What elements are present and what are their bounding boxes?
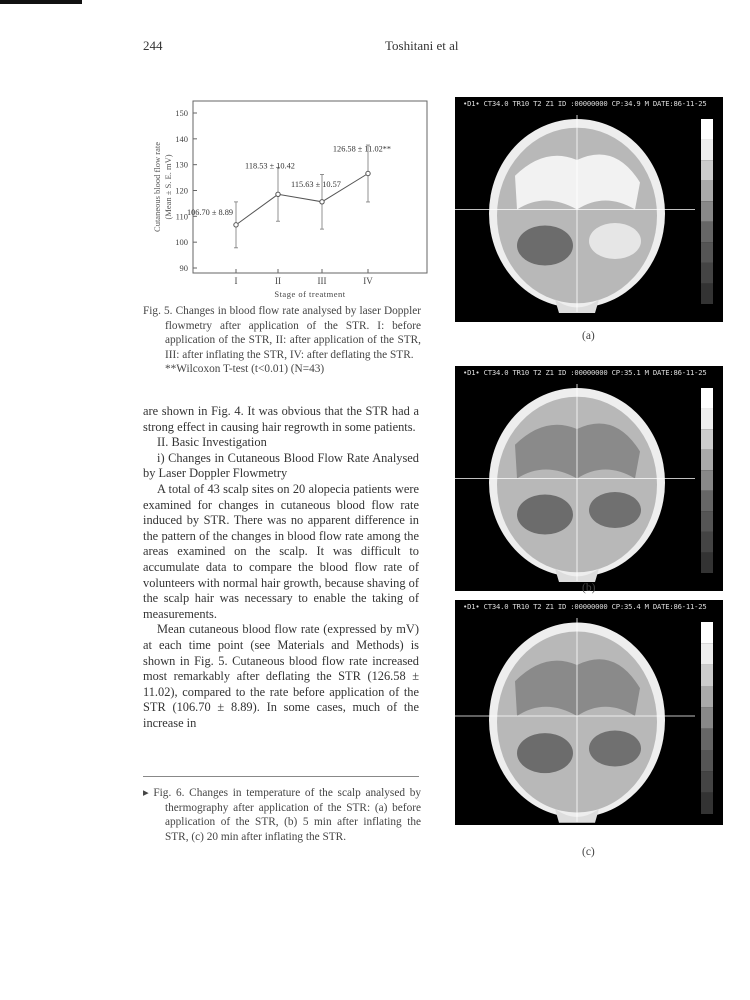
- color-scale-segment: [701, 750, 713, 772]
- y-tick-label: 100: [175, 237, 188, 247]
- data-label: 126.58 ± 11.02**: [333, 145, 391, 154]
- scan-artifact: [0, 0, 82, 4]
- y-tick-label: 120: [175, 186, 188, 196]
- color-scale-segment: [701, 707, 713, 729]
- color-scale-segment: [701, 686, 713, 708]
- neck-region: [555, 808, 599, 823]
- neck-region: [555, 299, 599, 313]
- color-scale-segment: [701, 429, 713, 450]
- data-label: 106.70 ± 8.89: [187, 208, 233, 217]
- temperature-region: [589, 223, 641, 259]
- thermogram-header: •D1• CT34.0 TR10 T2 Z1 ID :00000000 CP:3…: [463, 99, 707, 108]
- subsection-heading: i) Changes in Cutaneous Blood Flow Rate …: [143, 450, 419, 481]
- temperature-region: [589, 492, 641, 528]
- thermogram-header: •D1• CT34.0 TR10 T2 Z1 ID :00000000 CP:3…: [463, 602, 707, 611]
- color-scale-segment: [701, 490, 713, 512]
- fig6-caption-text: ▸ Fig. 6. Changes in temperature of the …: [143, 787, 421, 843]
- x-axis-label: Stage of treatment: [274, 289, 345, 299]
- color-scale-segment: [701, 664, 713, 686]
- panel-label: (c): [582, 846, 595, 858]
- paragraph: Mean cutaneous blood flow rate (expresse…: [143, 622, 419, 730]
- x-tick-label: IV: [363, 276, 373, 286]
- color-scale-segment: [701, 119, 713, 140]
- page-number: 244: [143, 38, 163, 53]
- color-scale-segment: [701, 262, 713, 284]
- temperature-region: [517, 494, 573, 535]
- temperature-region: [517, 733, 573, 774]
- temperature-region: [589, 730, 641, 767]
- y-tick-label: 90: [180, 263, 189, 273]
- plot-frame: [192, 100, 428, 274]
- data-point: [233, 222, 239, 228]
- color-scale-segment: [701, 792, 713, 814]
- thermogram-c: •D1• CT34.0 TR10 T2 Z1 ID :00000000 CP:3…: [455, 600, 723, 825]
- y-tick-label: 130: [175, 160, 188, 170]
- color-scale-segment: [701, 531, 713, 553]
- x-tick-label: II: [275, 276, 281, 286]
- color-scale-segment: [701, 139, 713, 161]
- color-scale-segment: [701, 771, 713, 793]
- color-scale-segment: [701, 408, 713, 430]
- color-scale-segment: [701, 622, 713, 644]
- thermogram-header: •D1• CT34.0 TR10 T2 Z1 ID :00000000 CP:3…: [463, 368, 707, 377]
- color-scale-segment: [701, 201, 713, 222]
- paragraph: A total of 43 scalp sites on 20 alopecia…: [143, 481, 419, 621]
- paragraph: are shown in Fig. 4. It was obvious that…: [143, 404, 419, 434]
- fig6-caption: ▸ Fig. 6. Changes in temperature of the …: [143, 786, 421, 844]
- data-label: 115.63 ± 10.57: [291, 180, 341, 189]
- section-heading: II. Basic Investigation: [157, 435, 267, 450]
- color-scale-segment: [701, 643, 713, 665]
- color-scale-segment: [701, 728, 713, 750]
- fig5-caption-note: **Wilcoxon T-test (t<0.01) (N=43): [165, 363, 325, 376]
- color-scale-segment: [701, 283, 713, 304]
- color-scale-segment: [701, 449, 713, 471]
- neck-region: [555, 568, 599, 582]
- y-tick-label: 150: [175, 108, 188, 118]
- color-scale-segment: [701, 221, 713, 243]
- panel-label: (a): [582, 330, 595, 342]
- color-scale-segment: [701, 160, 713, 181]
- running-head: Toshitani et al: [385, 38, 459, 53]
- divider: [143, 776, 419, 777]
- y-axis-label: Cutaneous blood flow rate: [152, 142, 162, 232]
- fig5-caption: Fig. 5. Changes in blood flow rate analy…: [143, 304, 421, 377]
- temperature-region: [515, 423, 640, 479]
- data-label: 118.53 ± 10.42: [245, 161, 295, 170]
- thermogram-a: •D1• CT34.0 TR10 T2 Z1 ID :00000000 CP:3…: [455, 97, 723, 322]
- fig5-caption-text: Fig. 5. Changes in blood flow rate analy…: [143, 305, 421, 361]
- y-axis-label-units: (Mean ± S. E. mV): [163, 154, 173, 219]
- color-scale-segment: [701, 552, 713, 573]
- series-line: [235, 173, 369, 226]
- color-scale-segment: [701, 388, 713, 409]
- color-scale-segment: [701, 180, 713, 202]
- temperature-region: [515, 659, 640, 716]
- thermogram-b: •D1• CT34.0 TR10 T2 Z1 ID :00000000 CP:3…: [455, 366, 723, 591]
- color-scale-segment: [701, 242, 713, 263]
- color-scale-segment: [701, 511, 713, 532]
- body-text: are shown in Fig. 4. It was obvious that…: [143, 404, 419, 731]
- data-point: [275, 191, 281, 197]
- x-tick-label: III: [318, 276, 327, 286]
- y-tick-label: 110: [176, 211, 188, 221]
- data-point: [319, 199, 325, 205]
- data-point: [365, 170, 371, 177]
- temperature-region: [515, 154, 640, 210]
- y-tick-label: 140: [175, 134, 188, 144]
- color-scale-segment: [701, 470, 713, 491]
- temperature-region: [517, 225, 573, 266]
- x-tick-label: I: [235, 276, 238, 286]
- panel-label: (b): [582, 582, 596, 594]
